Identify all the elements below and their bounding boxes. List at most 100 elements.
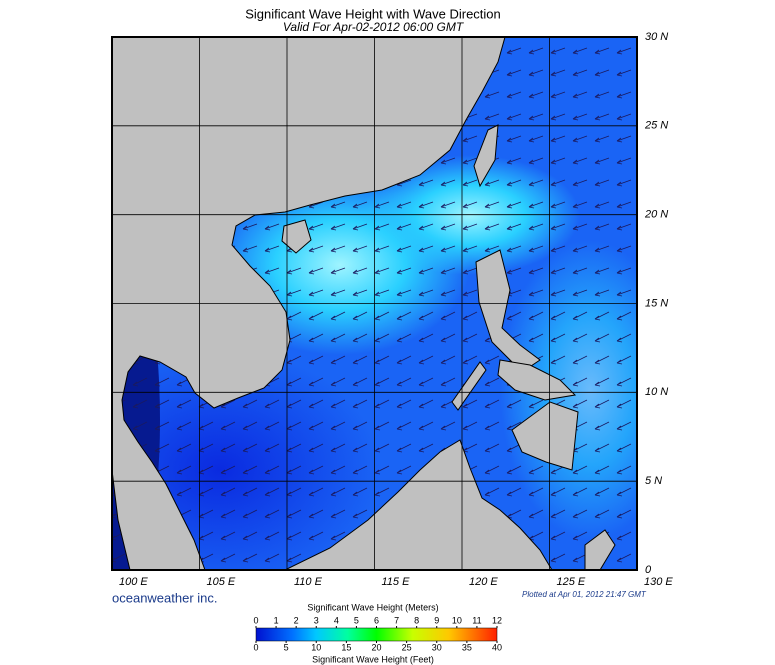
wave-arrow [418, 355, 434, 365]
wave-arrow [462, 135, 478, 143]
wave-arrow [242, 443, 258, 453]
land-luzon [475, 249, 541, 373]
wave-arrow [594, 245, 610, 253]
lat-label: 20 N [644, 209, 668, 221]
wave-arrow [506, 267, 522, 275]
wave-arrow [286, 531, 302, 541]
wave-arrow [330, 223, 346, 231]
wave-arrow [264, 421, 280, 431]
wave-arrow [396, 289, 412, 297]
wave-arrow [396, 377, 412, 387]
wave-arrow [572, 69, 588, 77]
wave-arrow [484, 113, 500, 121]
wave-arrow [352, 399, 368, 409]
wave-arrow [286, 355, 302, 365]
wave-arrow [462, 355, 478, 365]
wave-arrow [550, 509, 566, 519]
wave-arrow [374, 201, 390, 209]
colorbar-ticks: 0 1 2 3 4 5 6 7 8 9 10 11 120 5 10 15 20 25 30 35 40 [253, 615, 502, 652]
wave-arrow [506, 399, 522, 409]
meters-tick-label: 8 [414, 615, 419, 625]
wave-arrow [506, 91, 522, 99]
wave-arrow [594, 201, 610, 209]
wave-arrow [506, 179, 522, 187]
wave-arrow [616, 289, 632, 297]
wave-arrow [550, 245, 566, 253]
wave-arrow [308, 531, 324, 541]
meters-tick-label: 2 [294, 615, 299, 625]
wave-arrow [352, 465, 368, 475]
wave-arrow [594, 91, 610, 99]
wave-arrow [374, 311, 390, 321]
legend-title-meters: Significant Wave Height (Meters) [307, 602, 438, 612]
wave-arrow [528, 223, 544, 231]
wave-arrow [550, 355, 566, 365]
wave-arrow [352, 245, 368, 253]
wave-arrow [242, 223, 258, 231]
wave-arrow [616, 135, 632, 143]
wave-arrow [616, 69, 632, 77]
lat-label: 15 N [645, 297, 668, 309]
wave-arrow [528, 487, 544, 497]
wave-arrow [286, 509, 302, 519]
wave-arrow [154, 443, 170, 453]
wave-arrow [264, 399, 280, 409]
wave-arrow [506, 135, 522, 143]
wave-arrow [506, 47, 522, 55]
wave-arrow [528, 311, 544, 321]
wave-arrow [528, 135, 544, 143]
wave-arrow [462, 179, 478, 187]
wave-arrow [550, 157, 566, 165]
wave-arrow [286, 311, 302, 321]
wave-arrow [550, 113, 566, 121]
wave-arrow [264, 223, 280, 231]
wave-arrow [264, 443, 280, 453]
wave-arrow [418, 289, 434, 297]
land-borneo [284, 439, 553, 570]
wave-arrow [242, 531, 258, 541]
wave-arrow [286, 421, 302, 431]
wave-arrow [528, 465, 544, 475]
wave-arrow [550, 201, 566, 209]
wave-arrow [616, 531, 632, 541]
wave-arrow [352, 421, 368, 431]
meters-tick-label: 6 [374, 615, 379, 625]
wave-arrow [440, 179, 456, 187]
wave-arrow [242, 399, 258, 409]
wave-arrow [440, 421, 456, 431]
wave-arrow [374, 223, 390, 231]
wave-arrow [484, 487, 500, 497]
wave-arrow [132, 421, 148, 431]
wave-arrow [616, 421, 632, 431]
feet-tick-label: 15 [341, 642, 351, 652]
wave-arrow [352, 201, 368, 209]
wave-arrow [594, 289, 610, 297]
wave-arrow [374, 465, 390, 475]
wave-arrow [462, 399, 478, 409]
wave-arrow [308, 355, 324, 365]
lon-label: 125 E [557, 576, 586, 588]
wave-arrow [550, 69, 566, 77]
wave-arrow [484, 355, 500, 365]
wave-arrow [440, 245, 456, 253]
wave-arrow [396, 399, 412, 409]
wave-arrow [242, 509, 258, 519]
wave-arrow [462, 245, 478, 253]
axis-labels: 100 E 105 E 110 E 115 E 120 E 125 E 130 E 30 N 2… [119, 31, 673, 588]
plotted-note: Plotted at Apr 01, 2012 21:47 GMT [522, 590, 647, 599]
wave-arrow [462, 267, 478, 275]
wave-arrow [572, 201, 588, 209]
wave-arrow [308, 487, 324, 497]
wave-arrow [264, 487, 280, 497]
wave-arrow [286, 267, 302, 275]
lon-label: 115 E [382, 576, 411, 588]
wave-arrow [330, 333, 346, 343]
wave-arrow [572, 91, 588, 99]
wave-arrow [308, 223, 324, 231]
wave-arrow [374, 355, 390, 365]
wave-arrow [506, 421, 522, 431]
meters-tick-label: 1 [274, 615, 279, 625]
wave-arrow [550, 91, 566, 99]
wave-arrow [396, 223, 412, 231]
